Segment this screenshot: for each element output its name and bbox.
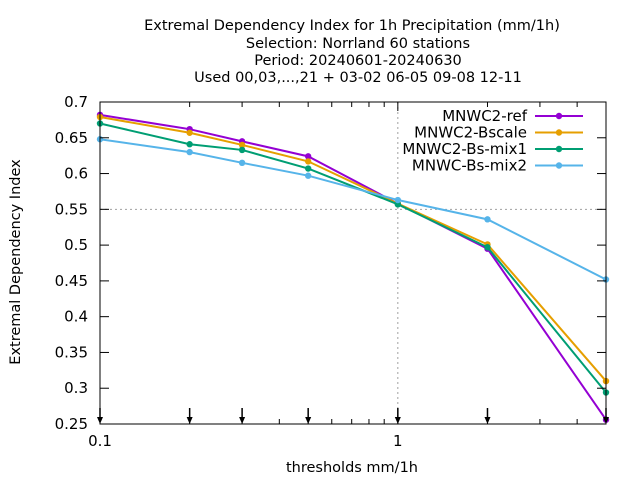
- y-tick-label: 0.65: [55, 129, 88, 147]
- y-tick-label: 0.7: [64, 93, 88, 111]
- y-tick-label: 0.6: [64, 165, 88, 183]
- data-point: [238, 159, 246, 167]
- data-point: [394, 196, 402, 204]
- legend-marker: [555, 162, 563, 169]
- threshold-markers: [97, 408, 609, 424]
- series-MNWC2-Bs-mix1: [96, 120, 610, 396]
- plot-frame: [99, 101, 607, 425]
- x-axis-label: thresholds mm/1h: [286, 460, 418, 476]
- data-point: [304, 153, 312, 160]
- y-tick-label: 0.4: [64, 308, 88, 326]
- title-line-2: Selection: Norrland 60 stations: [246, 36, 470, 52]
- data-point: [304, 172, 312, 179]
- chart-title: Extremal Dependency Index for 1h Precipi…: [144, 18, 560, 86]
- legend-marker: [555, 112, 563, 120]
- title-line-1: Extremal Dependency Index for 1h Precipi…: [144, 18, 560, 34]
- legend: MNWC2-refMNWC2-BscaleMNWC2-Bs-mix1MNWC-B…: [402, 107, 583, 175]
- data-point: [186, 148, 193, 156]
- series-lines: [96, 111, 610, 423]
- legend-marker: [555, 129, 563, 136]
- title-line-3: Period: 20240601-20240630: [254, 53, 462, 69]
- data-point: [484, 244, 491, 251]
- y-tick-label: 0.25: [55, 415, 88, 433]
- y-tick-label: 0.45: [55, 272, 88, 290]
- legend-label: MNWC2-Bscale: [414, 124, 527, 142]
- data-point: [238, 146, 246, 154]
- grid: [100, 102, 606, 424]
- series-line: [99, 122, 607, 394]
- x-tick-label: 0.1: [88, 432, 112, 450]
- data-point: [484, 216, 491, 223]
- y-tick-label: 0.3: [64, 379, 88, 397]
- data-point: [186, 129, 193, 136]
- axes: 0.25 0.3 0.35 0.4 0.45 0.5 0.55 0.6 0.65 0.7 0.1 1: [55, 93, 607, 450]
- data-point: [304, 158, 312, 165]
- series-MNWC2-Bscale: [96, 113, 610, 385]
- legend-label: MNWC-Bs-mix2: [412, 157, 527, 175]
- legend-marker: [555, 145, 563, 153]
- y-tick-label: 0.35: [55, 343, 88, 361]
- legend-label: MNWC2-Bs-mix1: [402, 140, 527, 158]
- data-point: [186, 141, 193, 148]
- title-line-4: Used 00,03,...,21 + 03-02 06-05 09-08 12…: [194, 70, 522, 86]
- x-tick-label: 1: [393, 432, 403, 450]
- series-line: [99, 113, 607, 421]
- series-line: [99, 116, 607, 382]
- series-MNWC2-ref: [96, 111, 610, 423]
- series-MNWC-Bs-mix2: [96, 136, 610, 283]
- data-point: [304, 165, 312, 172]
- y-axis-label: Extremal Dependency Index: [8, 159, 24, 365]
- y-tick-label: 0.55: [55, 200, 88, 218]
- data-point: [238, 141, 246, 149]
- y-tick-label: 0.5: [64, 236, 88, 254]
- legend-label: MNWC2-ref: [442, 107, 527, 125]
